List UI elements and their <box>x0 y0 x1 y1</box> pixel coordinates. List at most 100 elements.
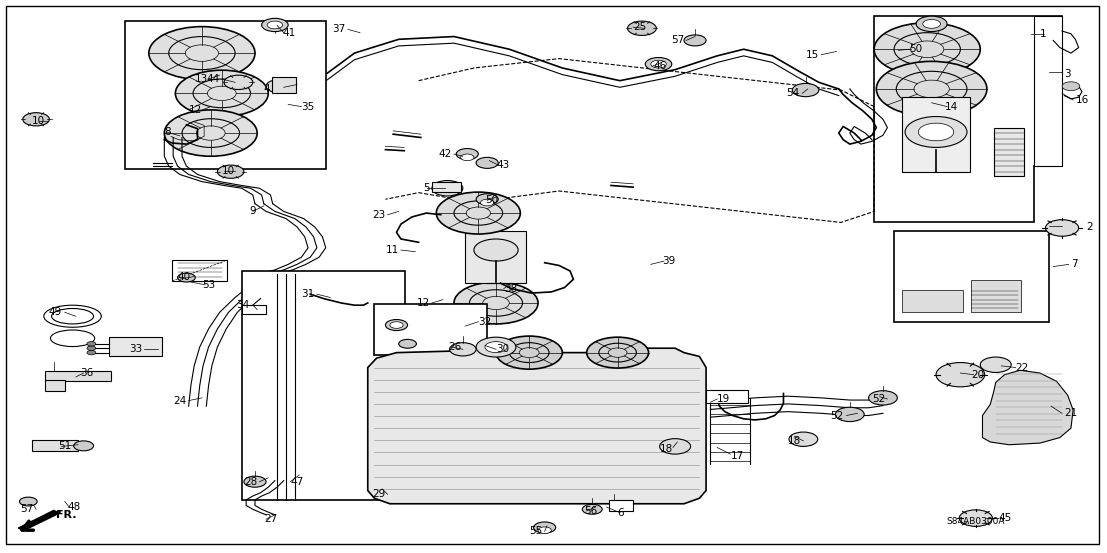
Text: 30: 30 <box>496 345 509 354</box>
Circle shape <box>789 432 818 446</box>
Text: 43: 43 <box>496 160 509 170</box>
Text: 45: 45 <box>997 513 1011 523</box>
Circle shape <box>1062 82 1079 91</box>
Circle shape <box>193 79 250 108</box>
Text: 5: 5 <box>423 183 430 193</box>
Circle shape <box>509 343 549 363</box>
Bar <box>894 231 1048 322</box>
Circle shape <box>476 337 516 357</box>
Bar <box>902 290 963 312</box>
Circle shape <box>608 348 627 357</box>
Circle shape <box>175 70 268 117</box>
Text: 23: 23 <box>372 210 385 220</box>
Text: 11: 11 <box>385 245 399 255</box>
Text: 21: 21 <box>1064 408 1077 418</box>
Circle shape <box>917 16 948 32</box>
Circle shape <box>582 504 602 514</box>
Text: 39: 39 <box>662 256 675 266</box>
Text: 51: 51 <box>59 441 72 451</box>
Bar <box>124 21 325 169</box>
Text: 24: 24 <box>173 395 186 405</box>
Circle shape <box>906 117 968 148</box>
Ellipse shape <box>44 305 102 327</box>
Circle shape <box>385 320 407 331</box>
Text: 9: 9 <box>249 206 256 216</box>
Circle shape <box>432 180 463 196</box>
Text: 10: 10 <box>32 116 44 126</box>
Circle shape <box>87 346 96 351</box>
Text: 12: 12 <box>416 298 430 308</box>
Text: 22: 22 <box>1015 363 1028 373</box>
Circle shape <box>981 357 1011 373</box>
Polygon shape <box>368 348 706 504</box>
Text: 26: 26 <box>448 342 462 352</box>
Circle shape <box>87 351 96 355</box>
Circle shape <box>628 21 656 35</box>
Circle shape <box>454 282 538 324</box>
Circle shape <box>485 342 507 353</box>
Circle shape <box>454 201 503 225</box>
Bar <box>32 440 79 451</box>
Polygon shape <box>19 510 59 530</box>
Circle shape <box>923 19 941 28</box>
Text: 48: 48 <box>68 502 81 512</box>
Circle shape <box>587 337 649 368</box>
Bar <box>432 181 461 191</box>
Circle shape <box>914 80 950 98</box>
Text: 32: 32 <box>478 317 492 327</box>
Bar <box>609 500 633 511</box>
Circle shape <box>164 110 257 156</box>
Circle shape <box>793 84 819 97</box>
Circle shape <box>261 18 288 32</box>
Bar <box>902 97 971 171</box>
Text: 16: 16 <box>1075 95 1088 105</box>
Circle shape <box>207 86 236 101</box>
Text: 13: 13 <box>195 74 208 84</box>
Text: 6: 6 <box>618 508 624 518</box>
Text: 52: 52 <box>872 394 886 404</box>
Text: 40: 40 <box>178 272 190 281</box>
Text: 42: 42 <box>438 149 452 159</box>
Text: 44: 44 <box>206 74 219 84</box>
Circle shape <box>399 340 416 348</box>
Text: 1: 1 <box>1039 29 1046 39</box>
Circle shape <box>894 33 961 66</box>
Circle shape <box>436 192 520 234</box>
Circle shape <box>461 154 474 161</box>
Circle shape <box>496 336 562 369</box>
Text: 7: 7 <box>1070 259 1077 269</box>
Text: 10: 10 <box>221 165 235 176</box>
Text: 34: 34 <box>236 300 249 310</box>
Bar <box>379 457 401 478</box>
Circle shape <box>483 296 509 310</box>
Text: 37: 37 <box>332 24 345 34</box>
Text: S84AB0300A: S84AB0300A <box>946 518 1004 526</box>
Text: 15: 15 <box>806 50 819 60</box>
Circle shape <box>267 21 282 29</box>
Circle shape <box>534 522 556 533</box>
Text: 57: 57 <box>21 504 34 514</box>
Text: 20: 20 <box>972 370 984 380</box>
Bar <box>241 305 266 314</box>
Circle shape <box>371 487 393 498</box>
Text: 31: 31 <box>301 289 314 299</box>
Text: 18: 18 <box>788 436 801 446</box>
Circle shape <box>390 322 403 328</box>
Ellipse shape <box>52 309 94 324</box>
Text: 55: 55 <box>529 526 542 536</box>
Circle shape <box>519 348 539 358</box>
Bar <box>45 372 112 382</box>
Text: FR.: FR. <box>56 510 76 520</box>
Text: 2: 2 <box>1086 222 1093 232</box>
Text: 29: 29 <box>372 489 385 499</box>
Circle shape <box>74 441 94 451</box>
Text: 19: 19 <box>717 394 731 404</box>
Text: 25: 25 <box>633 22 646 32</box>
Circle shape <box>244 476 266 487</box>
Text: 54: 54 <box>786 88 799 98</box>
Circle shape <box>148 27 255 80</box>
Circle shape <box>538 527 551 534</box>
Circle shape <box>937 363 985 387</box>
Text: 28: 28 <box>244 477 257 487</box>
Polygon shape <box>983 371 1073 445</box>
